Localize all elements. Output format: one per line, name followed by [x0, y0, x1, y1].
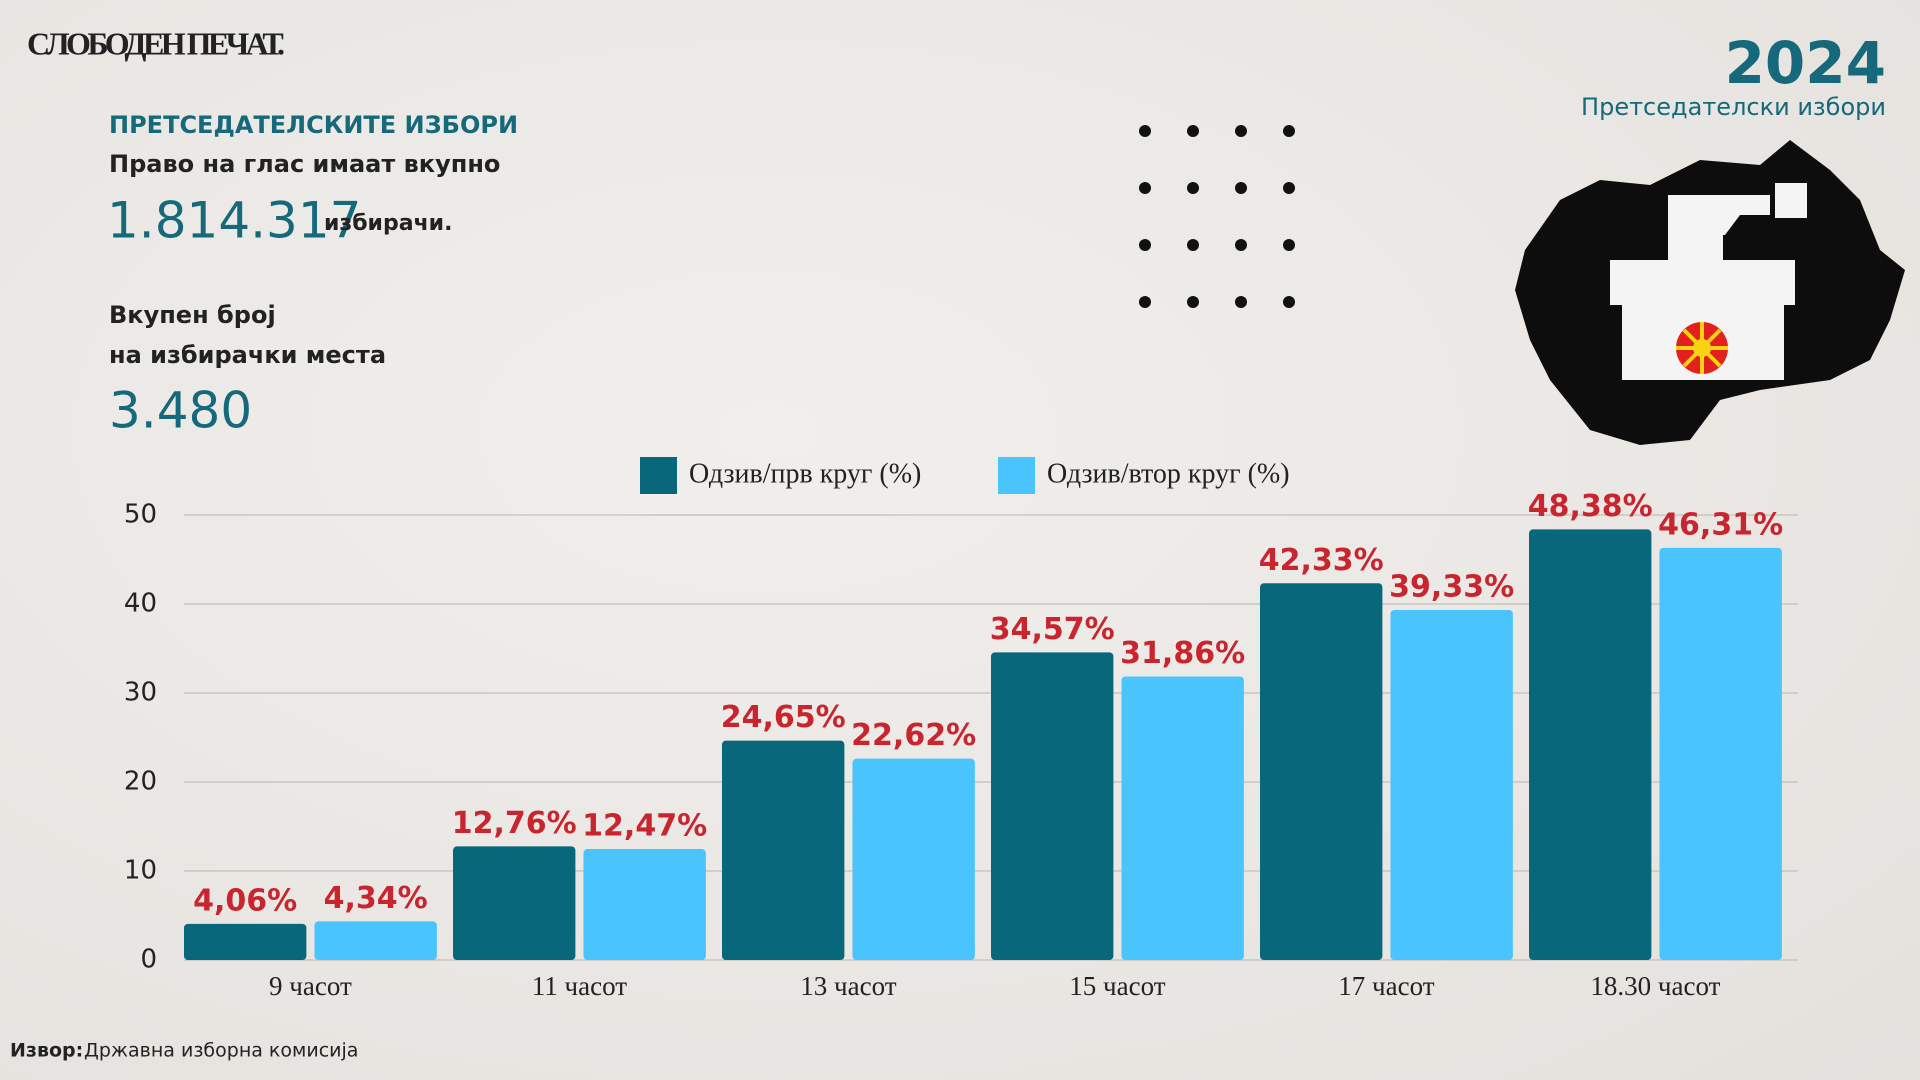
- voters: 1.814.317: [107, 192, 361, 250]
- source: Државна изборна комисија: [84, 1040, 358, 1062]
- value-label: 4,06%: [193, 883, 297, 918]
- bar: [1260, 583, 1383, 960]
- legend-swatch: [640, 457, 677, 494]
- map-icon: [1515, 140, 1905, 445]
- value-label: 4,34%: [324, 881, 428, 916]
- value-label: 34,57%: [990, 612, 1115, 647]
- subtitle: Претседателски избори: [1581, 93, 1886, 121]
- x-tick-label: 18.30 часот: [1590, 971, 1720, 1001]
- dot-grid: [1139, 125, 1295, 308]
- brand: СЛОБОДЕН ПЕЧАТ.: [27, 25, 285, 61]
- info-heading: ПРЕТСЕДАТЕЛСКИТЕ ИЗБОРИ: [109, 111, 518, 139]
- x-tick-label: 11 часот: [532, 971, 627, 1001]
- value-label: 42,33%: [1259, 543, 1384, 578]
- stations-label: на избирачки места: [109, 341, 386, 369]
- value-label: 39,33%: [1389, 569, 1514, 604]
- source-label: Извор:: [10, 1040, 83, 1062]
- y-tick-label: 40: [124, 589, 157, 619]
- value-label: 12,76%: [452, 806, 577, 841]
- bar: [314, 921, 437, 960]
- bar: [583, 849, 706, 960]
- voters-unit: избирачи.: [324, 211, 452, 236]
- bar: [1659, 547, 1782, 960]
- value-label: 31,86%: [1120, 636, 1245, 671]
- stations-label: Вкупен број: [109, 301, 276, 329]
- y-tick-label: 50: [124, 500, 157, 530]
- chart: 0 10 20 30 40 50 Одзив/прв круг (%) Одзив/втор …: [124, 457, 1798, 1001]
- value-label: 24,65%: [721, 700, 846, 735]
- bar: [453, 846, 576, 960]
- value-label: 48,38%: [1528, 489, 1653, 524]
- legend-label: Одзив/втор круг (%): [1047, 458, 1290, 489]
- bar: [184, 923, 307, 960]
- bar: [991, 652, 1114, 960]
- y-tick-label: 10: [124, 856, 157, 886]
- voters-label: Право на глас имаат вкупно: [109, 150, 500, 178]
- y-tick-label: 20: [124, 767, 157, 797]
- stations: 3.480: [109, 382, 252, 440]
- value-label: 46,31%: [1658, 507, 1783, 542]
- year: 2024: [1725, 29, 1886, 97]
- legend-swatch: [998, 457, 1035, 494]
- bar: [1529, 529, 1652, 960]
- value-label: 22,62%: [851, 718, 976, 753]
- value-label: 12,47%: [582, 809, 707, 844]
- x-tick-label: 17 часот: [1338, 971, 1434, 1001]
- bar: [852, 758, 975, 960]
- x-tick-label: 9 часот: [269, 971, 352, 1001]
- x-tick-label: 15 часот: [1069, 971, 1165, 1001]
- x-tick-label: 13 часот: [800, 971, 896, 1001]
- y-tick-label: 0: [140, 945, 157, 975]
- bar: [1121, 676, 1244, 960]
- bar: [1390, 609, 1513, 960]
- bar: [722, 740, 845, 960]
- legend-label: Одзив/прв круг (%): [689, 458, 921, 489]
- y-tick-label: 30: [124, 678, 157, 708]
